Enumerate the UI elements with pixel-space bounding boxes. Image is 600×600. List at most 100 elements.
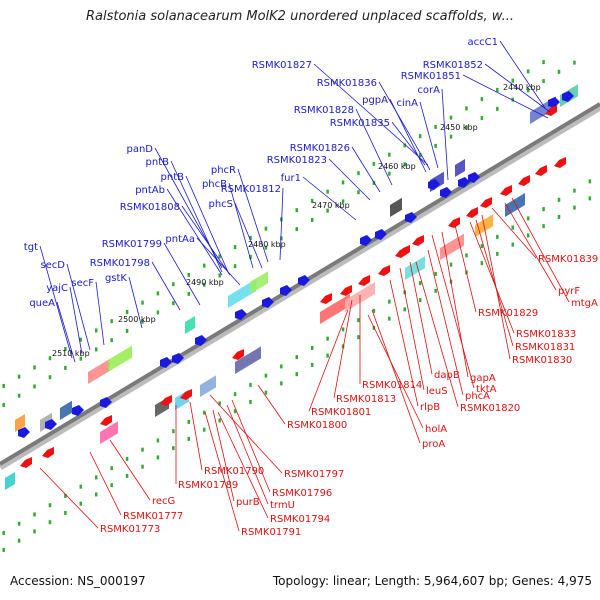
topology-summary: Topology: linear; Length: 5,964,607 bp; … xyxy=(272,574,592,588)
tick-dot xyxy=(2,547,5,552)
tick-dot xyxy=(526,216,530,221)
gene-label: trmU xyxy=(270,500,295,511)
leader-line xyxy=(151,261,181,311)
kbp-tick-label: 2450 kbp xyxy=(440,123,478,132)
tick-dot xyxy=(418,153,422,158)
accession-text: Accession: NS_000197 xyxy=(10,574,146,588)
leader-line xyxy=(431,234,475,389)
leader-line xyxy=(389,98,427,173)
gene-label: purB xyxy=(236,497,260,508)
kbp-tick-label: 2470 kbp xyxy=(312,201,350,210)
reverse-gene-arrow xyxy=(320,293,332,304)
forward-gene-arrow xyxy=(18,427,30,438)
tick-dot xyxy=(64,365,67,370)
tick-dot xyxy=(496,106,499,111)
leader-line xyxy=(181,205,231,276)
forward-gene-arrow xyxy=(405,212,417,223)
reverse-gene-arrow xyxy=(545,105,557,116)
reverse-gene-arrow xyxy=(100,415,112,426)
leader-line xyxy=(185,175,229,273)
tick-dot xyxy=(357,318,360,323)
tick-dot xyxy=(187,291,191,296)
forward-gene-arrow xyxy=(298,275,310,286)
gene-label: RSMK01831 xyxy=(515,342,575,353)
gene-label: RSMK01799 xyxy=(102,239,162,250)
forward-gene-arrow xyxy=(440,187,452,198)
tick-dot xyxy=(388,171,391,176)
tick-dot xyxy=(434,124,437,129)
tick-dot xyxy=(465,253,468,258)
tick-dot xyxy=(110,338,113,343)
leader-line xyxy=(308,309,349,412)
tick-dot xyxy=(79,501,83,506)
gene-tile xyxy=(405,256,425,280)
leader-line xyxy=(66,263,91,351)
tick-dot xyxy=(496,251,499,256)
gene-label: RSMK01813 xyxy=(336,394,396,405)
leader-line xyxy=(302,176,357,221)
forward-gene-arrow xyxy=(100,397,112,408)
tick-dot xyxy=(64,493,67,498)
tick-dot xyxy=(588,179,592,184)
leader-line xyxy=(441,88,449,181)
leader-line xyxy=(234,202,263,269)
tick-dot xyxy=(218,254,221,259)
gene-label: phcA xyxy=(465,391,490,402)
gene-label: RSMK01790 xyxy=(204,466,264,477)
tick-dot xyxy=(141,447,144,452)
tick-dot xyxy=(172,446,175,451)
tick-dot xyxy=(326,208,329,213)
gene-label: RSMK01791 xyxy=(241,527,301,538)
leader-line xyxy=(204,411,240,532)
tick-dot xyxy=(2,530,5,535)
tick-dot xyxy=(496,234,499,239)
forward-gene-arrow xyxy=(160,357,172,368)
leader-line xyxy=(469,221,515,334)
leader-line xyxy=(257,384,286,425)
leader-line xyxy=(196,237,241,286)
reverse-gene-arrow xyxy=(466,207,478,218)
gene-label: tgt xyxy=(24,242,38,253)
gene-label: RSMK01829 xyxy=(478,308,538,319)
tick-dot xyxy=(17,521,21,526)
forward-gene-arrow xyxy=(458,177,470,188)
tick-dot xyxy=(94,328,98,333)
gene-label: pyrF xyxy=(558,286,580,297)
gene-label: RSMK01773 xyxy=(100,524,160,535)
leader-line xyxy=(313,63,429,166)
genome-backbone-shadow xyxy=(0,103,600,471)
kbp-tick-label: 2460 kbp xyxy=(378,162,416,171)
reverse-gene-arrow xyxy=(378,265,390,276)
leader-line xyxy=(409,261,433,375)
kbp-tick-label: 2510 kbp xyxy=(52,349,90,358)
tick-dot xyxy=(388,152,391,157)
leader-line xyxy=(371,309,421,444)
leader-line xyxy=(69,286,83,355)
gene-label: accC1 xyxy=(468,37,498,48)
leader-line xyxy=(367,314,424,429)
gene-label: RSMK01851 xyxy=(401,71,461,82)
tick-dot xyxy=(434,271,437,276)
gene-tile xyxy=(320,294,350,324)
tick-dot xyxy=(357,190,360,195)
gene-label: RSMK01796 xyxy=(272,488,332,499)
tick-dot xyxy=(125,456,129,461)
tick-dot xyxy=(341,327,345,332)
reverse-gene-arrow xyxy=(412,235,424,246)
tick-dots xyxy=(2,60,592,552)
forward-gene-arrow xyxy=(172,353,184,364)
gene-tile xyxy=(60,400,72,420)
reverse-gene-arrow xyxy=(395,247,407,258)
kbp-tick-label: 2480 kbp xyxy=(248,240,286,249)
tick-dot xyxy=(480,97,484,102)
leader-line xyxy=(511,197,570,303)
tick-dot xyxy=(295,372,299,377)
forward-gene-arrow xyxy=(195,335,207,346)
tick-dot xyxy=(233,392,237,397)
leader-line xyxy=(378,81,431,171)
leader-line xyxy=(462,74,549,119)
tick-dot xyxy=(125,309,129,314)
tick-dot xyxy=(542,79,545,84)
gene-tile xyxy=(108,345,132,372)
